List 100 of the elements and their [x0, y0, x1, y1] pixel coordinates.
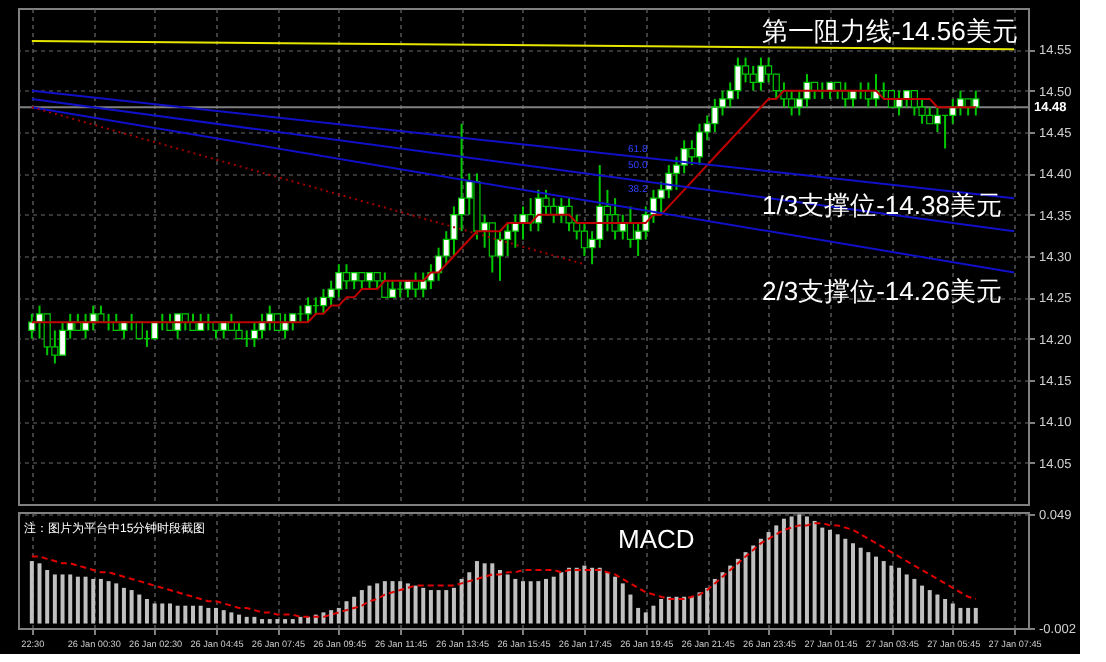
- candlestick: [335, 263, 343, 299]
- bar: [943, 599, 948, 624]
- bar: [851, 543, 855, 624]
- bar: [137, 594, 142, 624]
- candlestick: [788, 89, 796, 117]
- bar: [920, 585, 925, 624]
- bar: [820, 527, 825, 624]
- bar: [835, 534, 840, 624]
- bar: [191, 605, 195, 624]
- candlestick: [741, 56, 750, 84]
- bar: [620, 583, 625, 624]
- bar: [651, 605, 656, 624]
- bar: [812, 520, 817, 624]
- bar: [405, 583, 410, 624]
- bar: [666, 596, 671, 624]
- bar: [728, 565, 733, 624]
- bar: [451, 587, 456, 624]
- bar: [682, 596, 687, 624]
- candlestick: [43, 312, 51, 357]
- bar: [398, 581, 403, 624]
- bar: [858, 547, 863, 624]
- bar: [359, 590, 364, 624]
- bar: [336, 607, 341, 624]
- bar: [544, 578, 549, 624]
- bar: [37, 563, 42, 624]
- bar: [45, 570, 50, 624]
- candlestick: [603, 188, 612, 233]
- candlestick: [611, 197, 619, 241]
- bar: [597, 567, 602, 624]
- bar: [797, 514, 802, 624]
- bar: [720, 572, 725, 624]
- candlestick: [319, 288, 328, 315]
- candlestick: [488, 221, 496, 274]
- bar: [167, 603, 172, 624]
- candlestick: [688, 139, 696, 167]
- bar: [198, 605, 203, 624]
- bar: [574, 567, 579, 624]
- candlestick: [734, 56, 742, 100]
- bar: [474, 561, 479, 624]
- bar: [789, 516, 794, 624]
- bar: [98, 578, 103, 624]
- bar: [827, 529, 832, 624]
- bar: [904, 574, 909, 624]
- bar: [966, 607, 971, 624]
- bar: [536, 581, 541, 624]
- candlestick: [918, 97, 926, 125]
- bar: [912, 578, 917, 624]
- bar: [214, 607, 219, 624]
- bar: [206, 607, 211, 624]
- bar: [52, 574, 57, 624]
- annotation: 第一阻力线-14.56美元: [762, 16, 1018, 46]
- bar: [927, 590, 932, 624]
- bar: [436, 590, 441, 624]
- bar: [973, 607, 978, 624]
- candlestick: [496, 230, 504, 282]
- bar: [106, 581, 111, 624]
- annotation: MACD: [618, 524, 695, 554]
- candlestick: [304, 296, 312, 324]
- bar: [237, 614, 242, 624]
- bar: [375, 583, 380, 624]
- bar: [712, 578, 717, 624]
- candlestick: [565, 197, 573, 233]
- candlestick: [711, 97, 719, 133]
- bar: [804, 516, 809, 624]
- bar: [413, 585, 418, 624]
- candlestick: [695, 122, 704, 167]
- bar: [605, 572, 610, 624]
- bar: [735, 558, 740, 624]
- bar: [121, 587, 126, 624]
- bar: [935, 594, 940, 624]
- bar: [766, 532, 771, 624]
- bar: [743, 552, 748, 624]
- bar: [229, 612, 234, 624]
- bar: [428, 590, 433, 624]
- bar: [114, 583, 119, 624]
- bar: [390, 581, 395, 624]
- bar: [152, 603, 157, 624]
- bar: [781, 518, 786, 624]
- bar: [774, 525, 779, 624]
- candlestick: [803, 73, 811, 109]
- candlestick: [258, 312, 266, 340]
- bar: [582, 565, 587, 624]
- candlestick: [381, 271, 389, 299]
- bar: [521, 581, 525, 624]
- bar: [751, 545, 756, 624]
- bar: [866, 552, 871, 624]
- candlestick: [342, 263, 351, 291]
- annotation: 2/3支撑位-14.26美元: [762, 276, 1002, 306]
- bar: [367, 585, 372, 624]
- bar: [528, 581, 533, 624]
- bar: [513, 578, 518, 624]
- bar: [175, 605, 180, 624]
- bar: [590, 567, 595, 624]
- bar: [551, 576, 556, 624]
- bar: [329, 610, 334, 624]
- bar: [697, 592, 702, 624]
- bar: [421, 587, 426, 624]
- bar: [758, 538, 763, 624]
- candlestick: [519, 205, 527, 241]
- bar: [559, 572, 564, 624]
